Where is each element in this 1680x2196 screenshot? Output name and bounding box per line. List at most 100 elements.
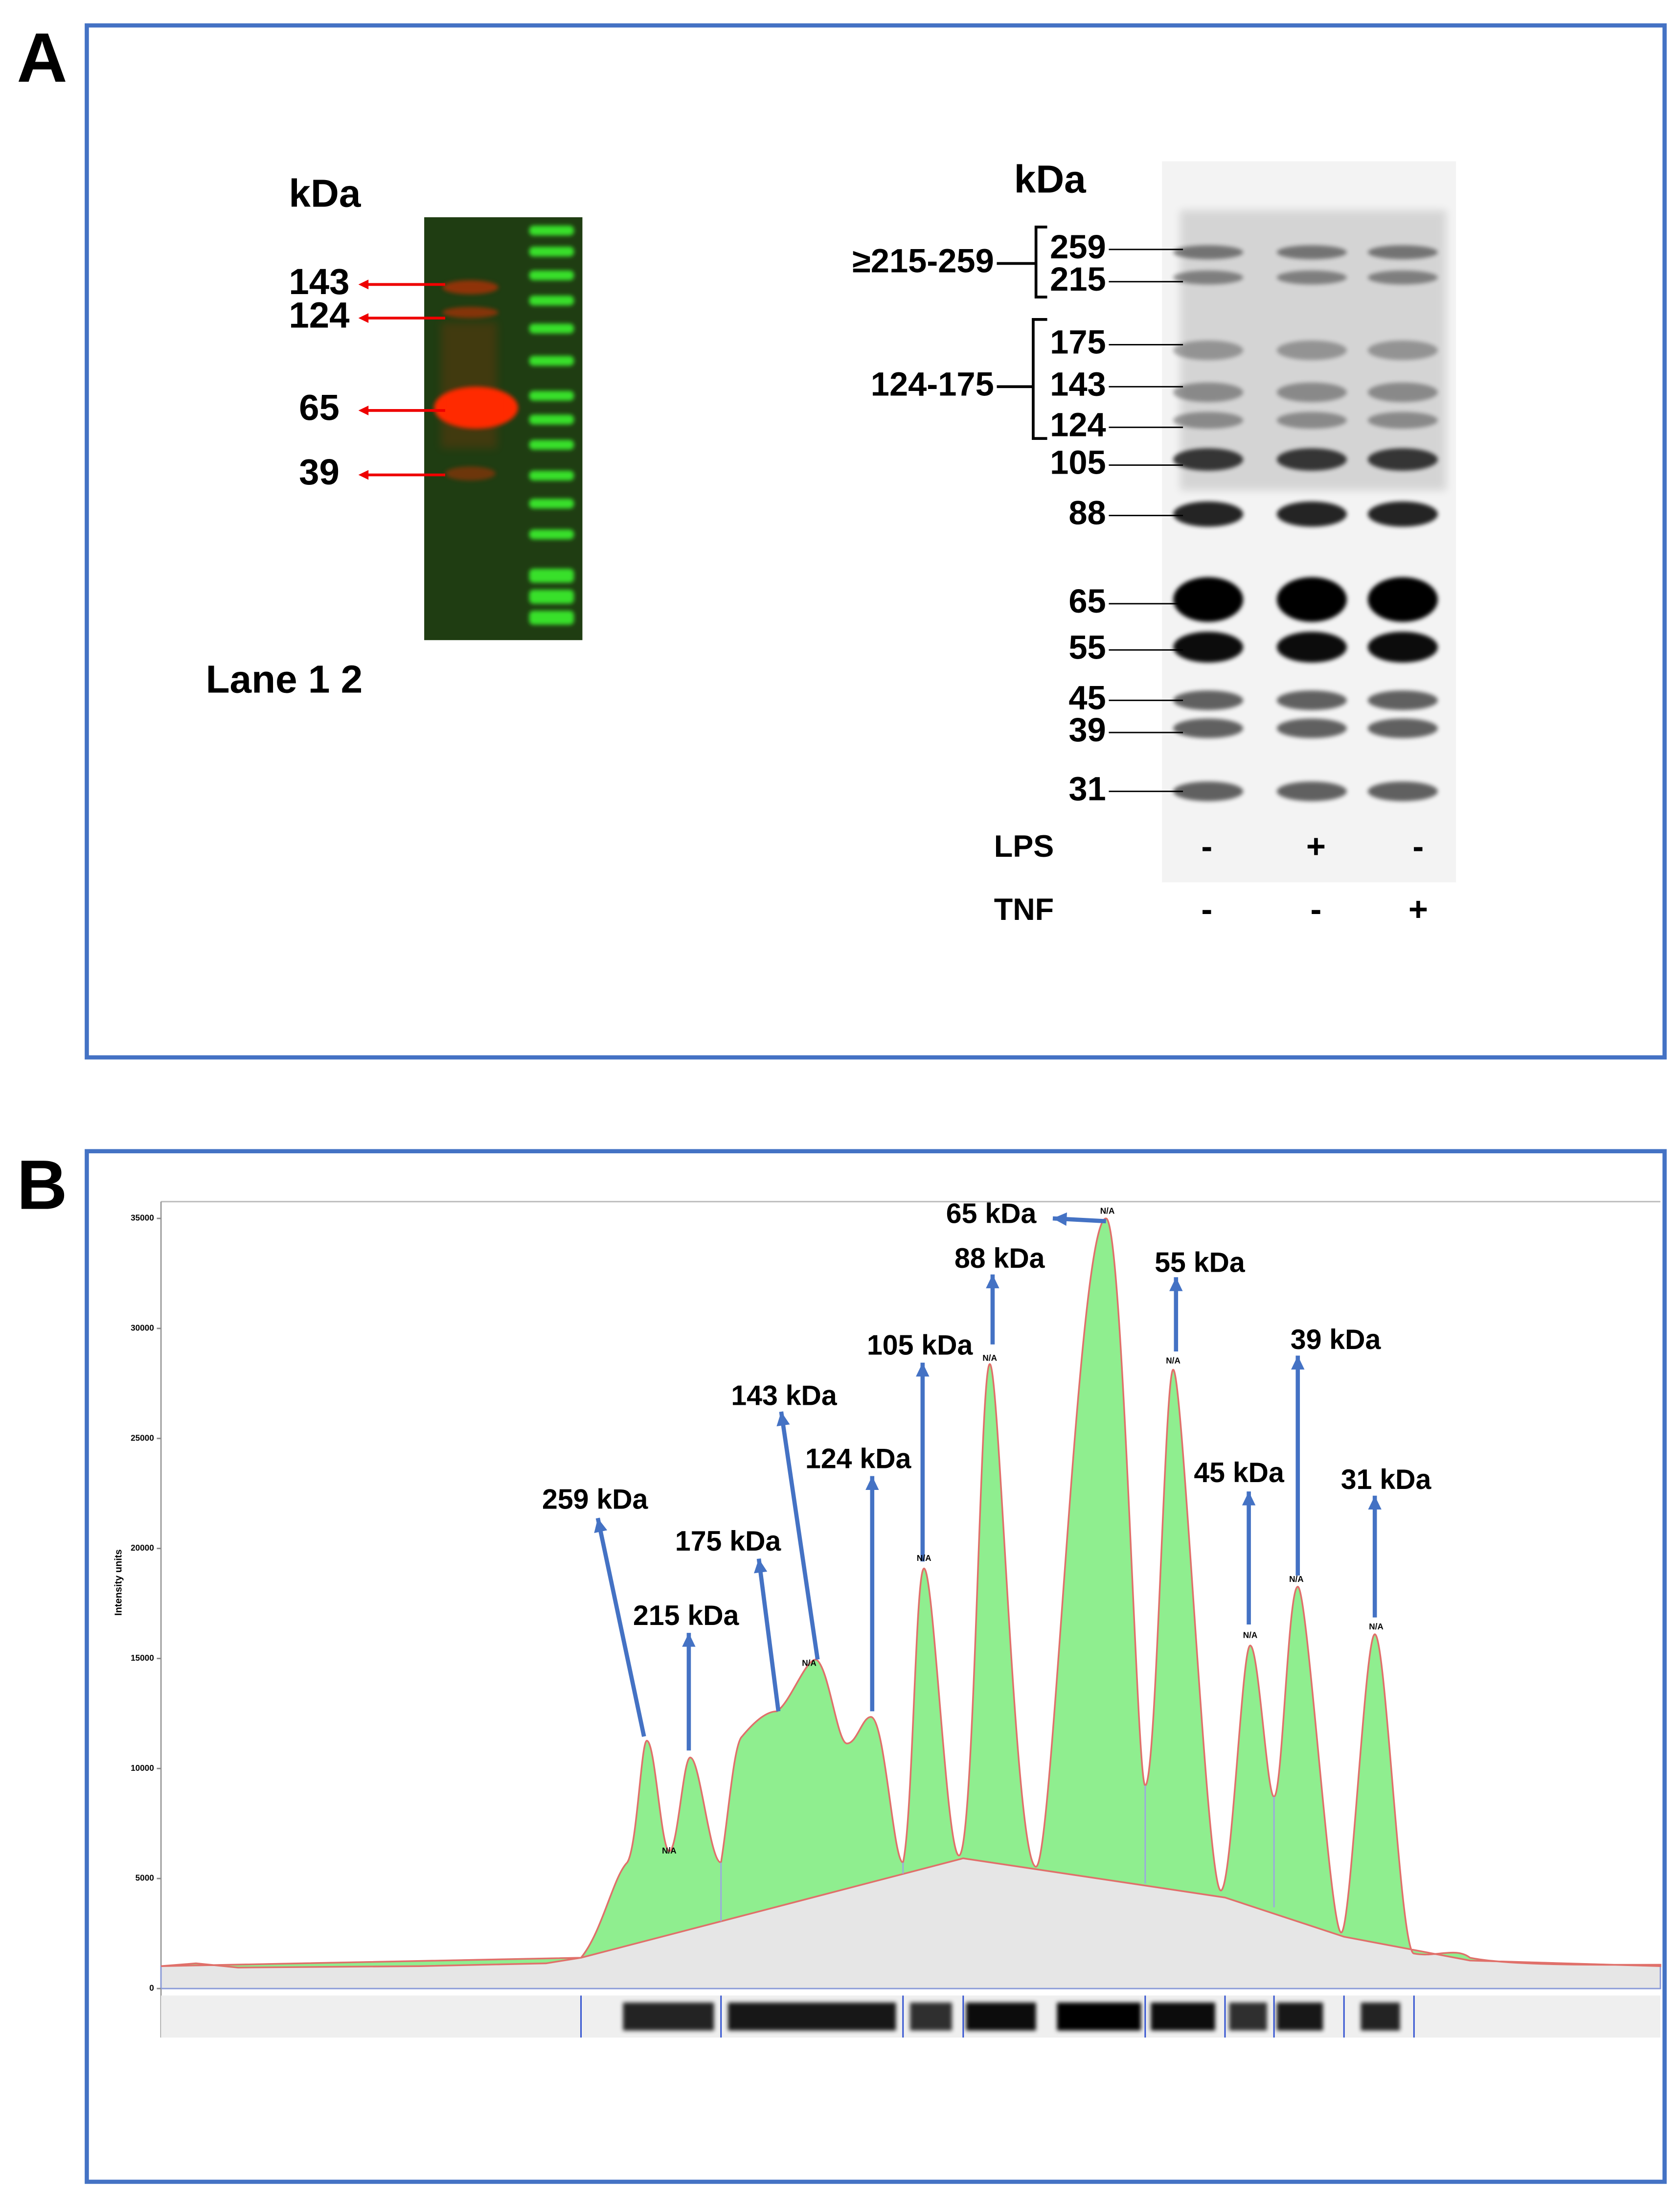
panel-b-frame xyxy=(85,1149,1667,2184)
marker-label: 39 xyxy=(1068,711,1106,749)
group-label: ≥215-259 xyxy=(852,242,994,280)
band xyxy=(1173,577,1244,622)
marker-label: 65 xyxy=(1068,582,1106,620)
peak-label: 31 kDa xyxy=(1341,1464,1432,1495)
band xyxy=(1367,382,1438,402)
y-tick-label: 30000 xyxy=(131,1323,154,1332)
unit-label: kDa xyxy=(289,171,361,215)
peak-arrow xyxy=(756,1558,781,1712)
band xyxy=(1173,632,1244,663)
band xyxy=(1276,718,1347,738)
arrow-head xyxy=(1052,1212,1067,1226)
panel-a-frame xyxy=(85,23,1667,1060)
band xyxy=(1173,340,1244,360)
band xyxy=(1276,501,1347,527)
band xyxy=(1276,245,1347,259)
peak-flag: N/A xyxy=(982,1353,997,1363)
marker-label: 88 xyxy=(1068,494,1106,532)
arrow-head xyxy=(1368,1495,1382,1510)
band xyxy=(1367,412,1438,429)
band xyxy=(1173,690,1244,710)
peak-flag: N/A xyxy=(802,1658,817,1668)
band xyxy=(1173,448,1244,471)
band xyxy=(1173,245,1244,259)
peak-label: 105 kDa xyxy=(867,1330,974,1361)
peak-label: 65 kDa xyxy=(946,1198,1037,1230)
red-band xyxy=(442,280,499,295)
peak-arrow xyxy=(779,1411,820,1660)
condition-value: + xyxy=(1306,827,1326,865)
band xyxy=(1367,270,1438,285)
condition-value: - xyxy=(1311,891,1322,928)
peak-label: 215 kDa xyxy=(633,1600,740,1631)
arrow-head xyxy=(865,1476,879,1490)
marker-label: 124 xyxy=(1050,406,1106,443)
peak-dividers xyxy=(720,1785,1275,1922)
ladder-band xyxy=(529,499,574,509)
peak-flag: N/A xyxy=(1166,1356,1181,1366)
band xyxy=(1276,577,1347,622)
peak-label: 259 kDa xyxy=(542,1484,649,1515)
marker-label: 39 xyxy=(299,452,340,492)
arrow-head xyxy=(776,1412,790,1427)
arrow-head xyxy=(358,470,369,480)
band xyxy=(1276,412,1347,429)
band xyxy=(1276,781,1347,801)
strip-band xyxy=(1229,2002,1267,2031)
intensity-profile xyxy=(160,1217,1661,1968)
peak-label: 39 kDa xyxy=(1291,1324,1382,1355)
strip-band xyxy=(1361,2002,1400,2031)
blot-bands xyxy=(1173,210,1447,801)
strip-band xyxy=(1151,2002,1215,2031)
ladder-band xyxy=(529,356,574,366)
y-tick-label: 5000 xyxy=(136,1873,154,1883)
band xyxy=(1367,501,1438,527)
marker-label: 143 xyxy=(1050,365,1106,403)
y-tick-label: 0 xyxy=(149,1983,154,1993)
marker-label: 31 xyxy=(1068,770,1106,807)
arrow-head xyxy=(754,1558,768,1574)
ladder-band xyxy=(529,414,574,425)
condition-value: + xyxy=(1408,891,1428,928)
condition-value: - xyxy=(1201,891,1212,928)
arrow-head xyxy=(1291,1355,1305,1370)
band xyxy=(1367,340,1438,360)
strip-band xyxy=(966,2002,1036,2031)
band xyxy=(1367,690,1438,710)
arrow-head xyxy=(916,1362,930,1377)
arrow-head xyxy=(594,1518,608,1533)
y-axis-label: Intensity units xyxy=(114,1549,124,1616)
red-band xyxy=(445,466,496,481)
arrow-head xyxy=(358,405,369,415)
bracket xyxy=(997,226,1047,298)
marker-label: 124 xyxy=(289,295,349,336)
peak-label: 175 kDa xyxy=(675,1526,782,1557)
peak-flag: N/A xyxy=(1100,1206,1115,1215)
lane-label: Lane 1 2 xyxy=(206,657,363,701)
marker-label: 55 xyxy=(1068,628,1106,666)
panel-a-label: A xyxy=(17,19,67,97)
ladder-band xyxy=(529,247,574,257)
band xyxy=(1276,382,1347,402)
band xyxy=(1276,340,1347,360)
marker-label: 215 xyxy=(1050,260,1106,298)
peak-flag: N/A xyxy=(1289,1574,1304,1584)
band xyxy=(1367,632,1438,663)
condition-value: - xyxy=(1412,827,1424,865)
marker-label: 143 xyxy=(289,261,349,302)
ladder-band xyxy=(529,270,574,280)
band xyxy=(1276,690,1347,710)
ladder-band xyxy=(529,470,574,481)
band xyxy=(1367,448,1438,471)
lane-bands xyxy=(580,1995,1415,2038)
y-tick-label: 15000 xyxy=(131,1653,154,1663)
band xyxy=(1276,270,1347,285)
peak-arrow xyxy=(595,1517,646,1737)
y-tick-label: 25000 xyxy=(131,1433,154,1442)
marker-label: 65 xyxy=(299,388,340,428)
chart-annotations: 0 5000 10000 15000 20000 25000 30000 35000 259 k… xyxy=(131,1198,1431,1993)
band xyxy=(1173,412,1244,429)
condition-label: LPS xyxy=(994,829,1054,864)
strip-band xyxy=(623,2002,714,2031)
peak-flag: N/A xyxy=(1243,1630,1258,1640)
